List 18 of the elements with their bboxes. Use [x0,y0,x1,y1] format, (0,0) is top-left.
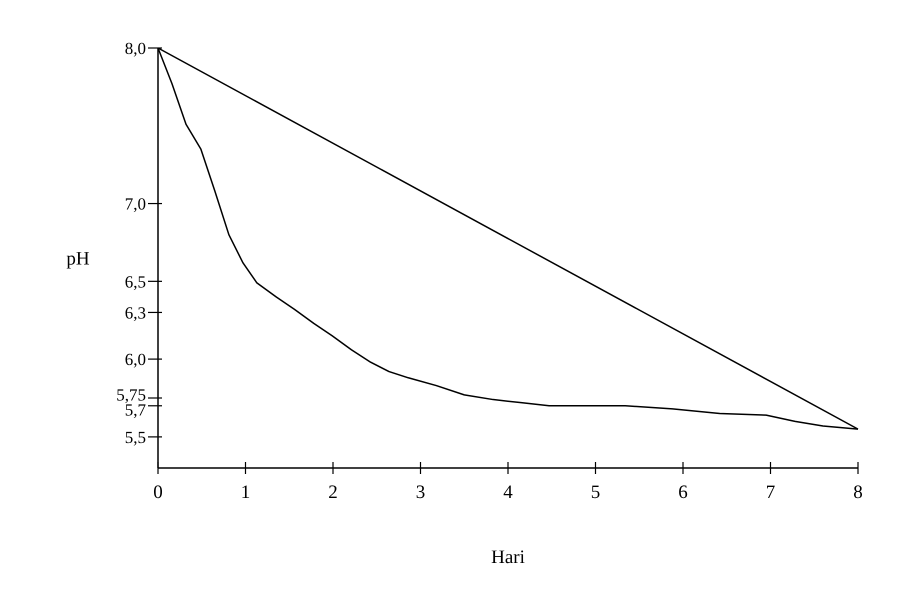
y-tick-label: 6,3 [124,303,146,322]
x-tick-label: 1 [240,482,250,503]
y-tick-label: 6,0 [124,350,146,370]
x-tick-label: 8 [853,482,863,503]
x-tick-label: 2 [328,482,338,503]
x-tick-label: 4 [503,482,514,503]
x-tick-label: 7 [766,482,776,503]
x-tick-label: 3 [416,482,426,503]
y-tick-label: 5,75 [116,385,146,404]
y-axis-title: pH [66,248,90,270]
x-tick-label: 0 [153,482,163,503]
x-tick-label: 6 [678,482,688,503]
y-tick-label: 5,5 [124,428,146,447]
y-tick-label: 6,5 [124,272,146,292]
x-tick-label: 5 [590,482,600,503]
x-axis-title: Hari [491,547,525,568]
y-tick-label: 7,0 [124,194,146,214]
y-tick-label: 8,0 [124,38,146,58]
